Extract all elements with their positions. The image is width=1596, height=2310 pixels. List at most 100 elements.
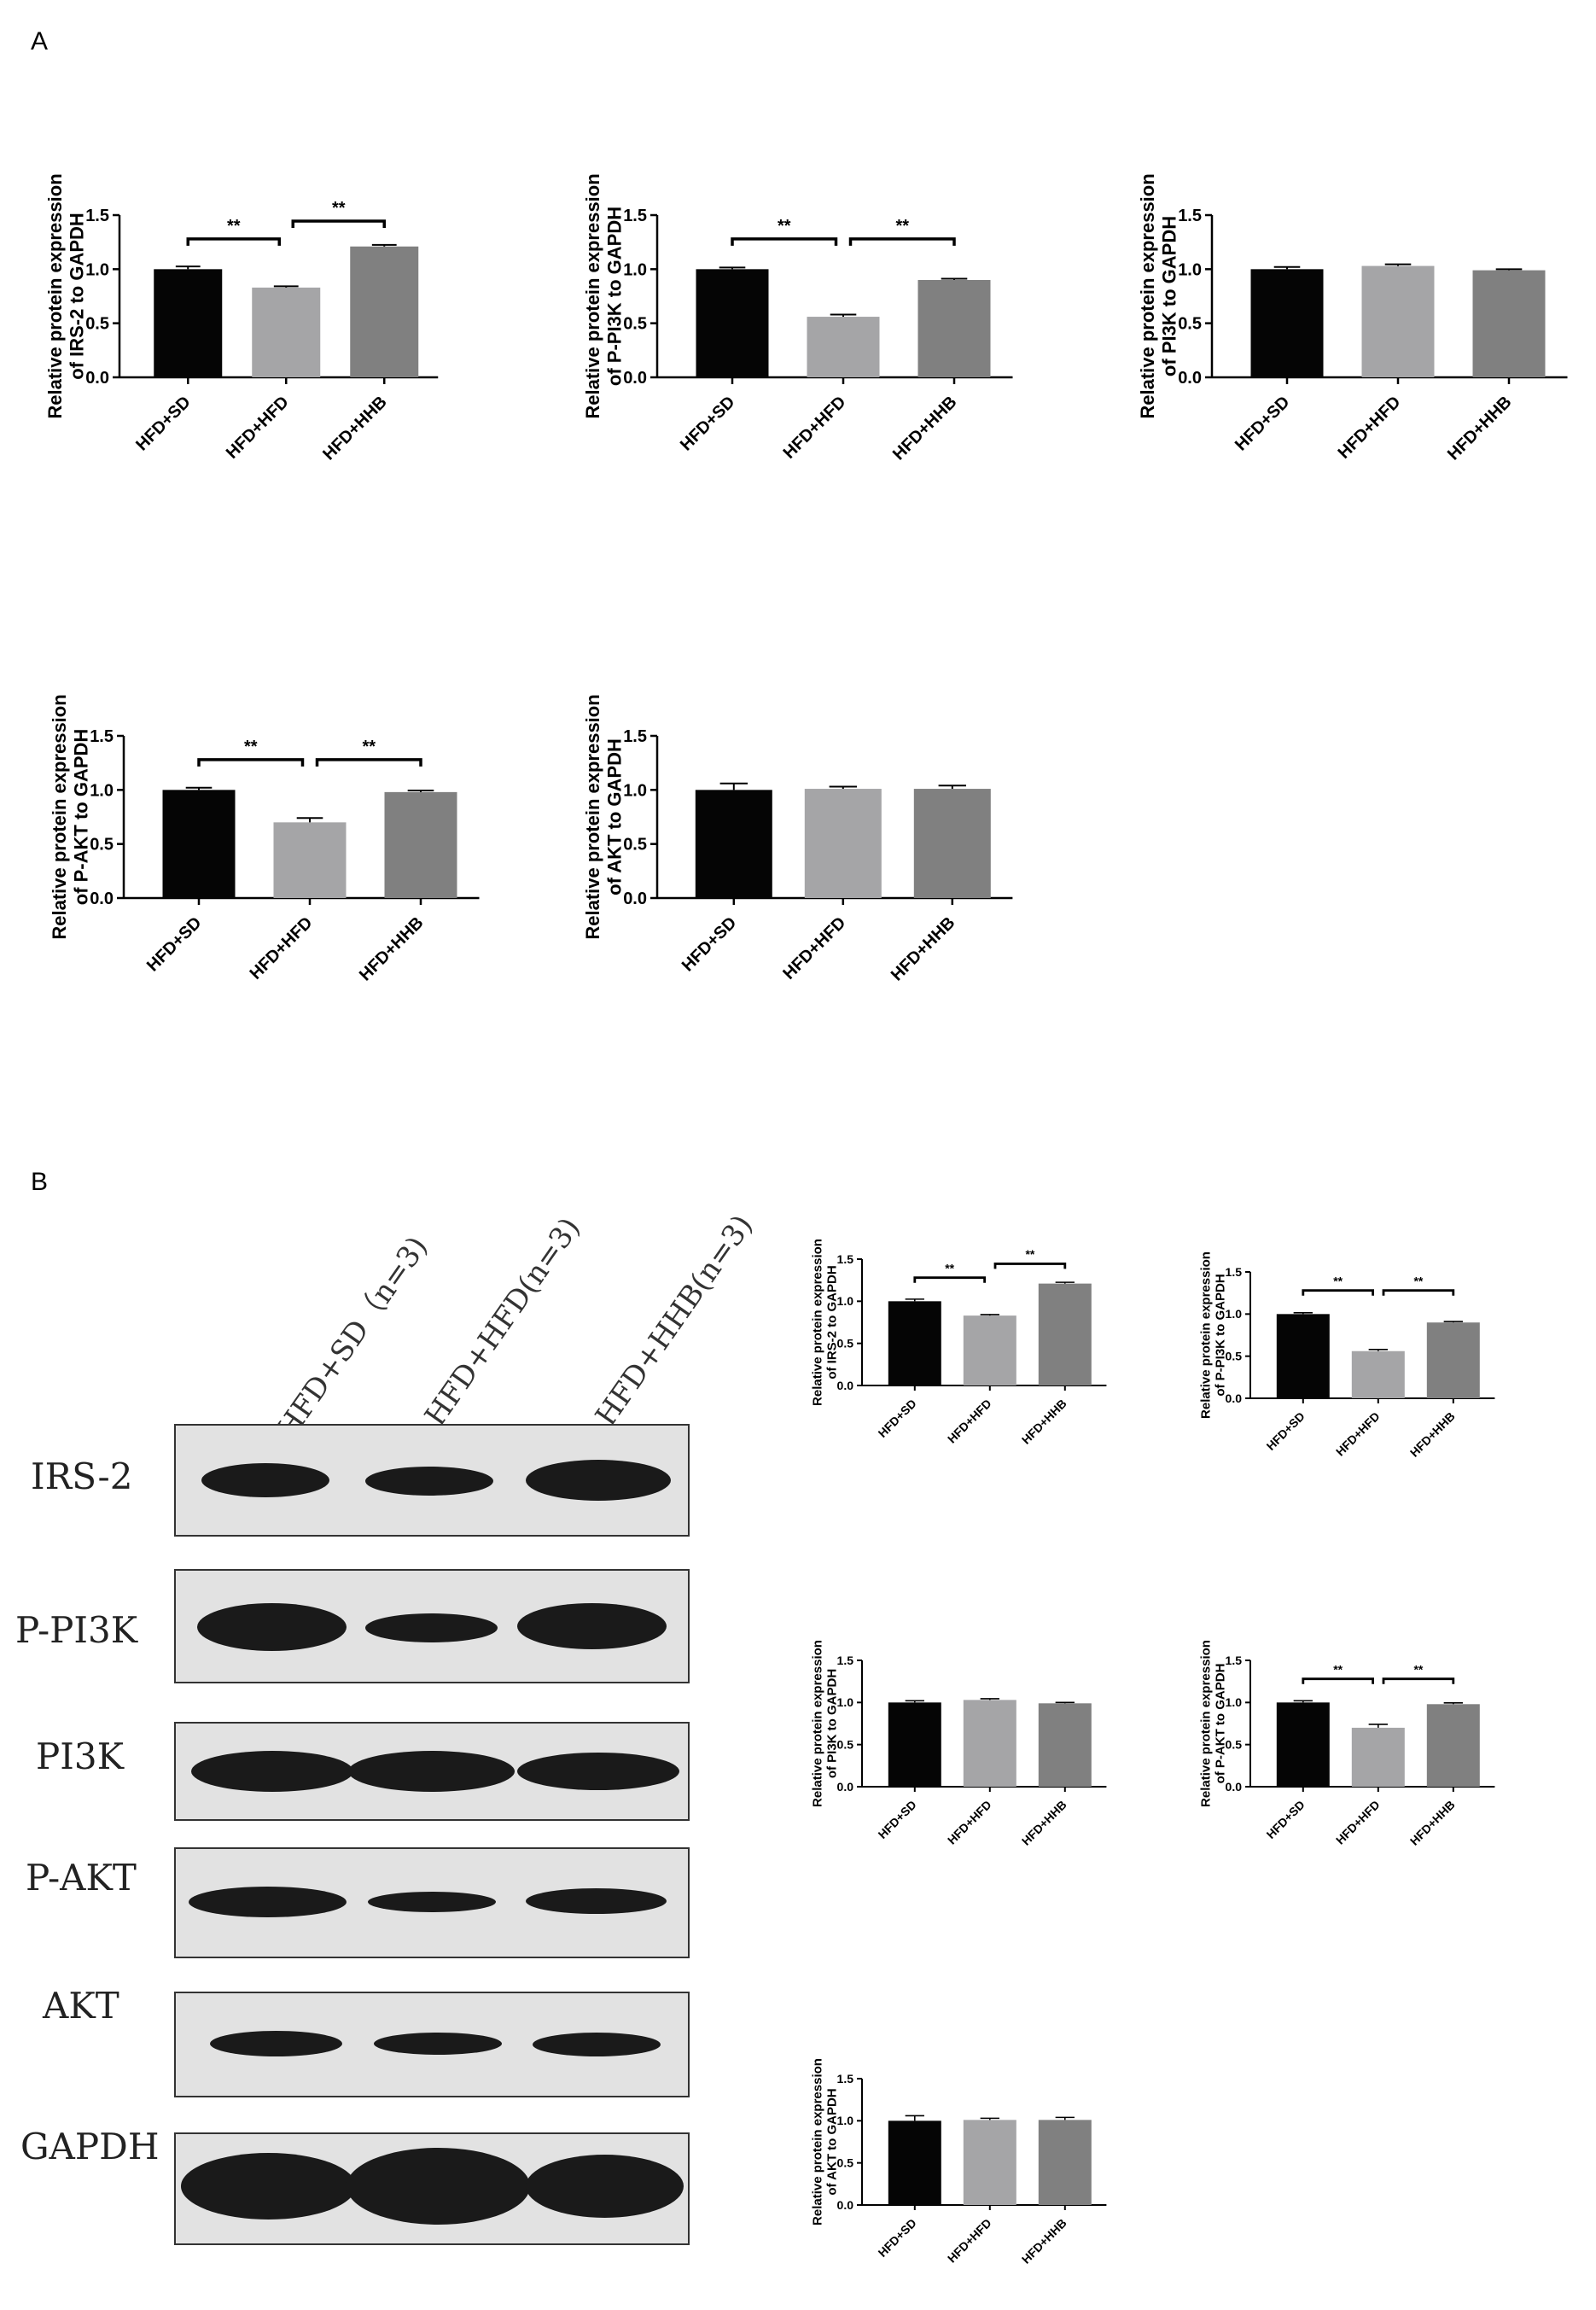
y-axis-label: of PI3K to GAPDH <box>1158 216 1180 376</box>
x-category-label: HFD+HFD <box>247 913 317 983</box>
significance-label: ** <box>227 217 241 236</box>
band <box>365 1613 498 1642</box>
x-category-label: HFD+SD <box>1264 1798 1308 1841</box>
y-tick-label: 0.5 <box>1178 315 1202 334</box>
significance-bracket <box>1302 1677 1374 1684</box>
significance-label: ** <box>895 217 909 236</box>
y-axis-label: Relative protein expression <box>1198 1640 1213 1807</box>
significance-label: ** <box>1333 1274 1343 1287</box>
y-tick-label: 1.0 <box>623 260 647 279</box>
x-category-label: HFD+SD <box>679 913 741 976</box>
chart-akt-panel-a: 0.0 0.5 1.0 1.5 Relative protein expression o… <box>582 694 1013 985</box>
y-axis-label: of IRS-2 to GAPDH <box>66 213 87 380</box>
bar-hfd-sd <box>1276 1702 1330 1787</box>
y-tick-label: 0.5 <box>837 1337 854 1350</box>
blot-strip-irs2 <box>174 1424 690 1537</box>
chart-irs2-panel-b: 0.0 0.5 1.0 1.5 Relative protein expression o… <box>810 1239 1107 1447</box>
y-tick-label: 1.0 <box>837 1294 854 1308</box>
significance-bracket <box>1382 1289 1455 1296</box>
blot-lane-label-sd: HFD+SD（n=3) <box>270 1230 435 1445</box>
significance-bracket <box>1382 1677 1455 1684</box>
y-tick-label: 1.0 <box>85 260 109 279</box>
y-tick-label: 1.0 <box>837 1695 854 1709</box>
bar-hfd-hfd <box>807 317 880 377</box>
x-category-label: HFD+SD <box>132 393 195 455</box>
x-category-label: HFD+HHB <box>889 393 961 464</box>
y-tick-label: 1.5 <box>90 727 114 746</box>
x-category-label: HFD+HFD <box>1333 1798 1383 1847</box>
x-category-label: HFD+SD <box>876 1397 919 1440</box>
y-tick-label: 1.0 <box>837 2114 854 2127</box>
bar-hfd-sd <box>1250 269 1324 377</box>
significance-label: ** <box>1413 1662 1423 1676</box>
x-category-label: HFD+HHB <box>1019 1798 1069 1848</box>
significance-bracket <box>848 237 956 246</box>
chart-p-akt-panel-b: 0.0 0.5 1.0 1.5 Relative protein expression o… <box>1198 1640 1495 1848</box>
significance-label: ** <box>1025 1247 1034 1261</box>
y-axis-label: Relative protein expression <box>810 1239 824 1406</box>
y-axis-label: of P-AKT to GAPDH <box>70 729 91 906</box>
bar-hfd-sd <box>162 790 236 898</box>
y-tick-label: 1.5 <box>85 207 109 225</box>
x-category-label: HFD+SD <box>1232 393 1294 455</box>
x-category-label: HFD+HFD <box>945 2216 994 2266</box>
y-axis-label: Relative protein expression <box>582 173 603 418</box>
significance-label: ** <box>332 199 346 218</box>
y-tick-label: 1.5 <box>837 2072 854 2085</box>
x-category-label: HFD+HFD <box>945 1798 994 1847</box>
bar-hfd-hfd <box>1351 1350 1405 1398</box>
band <box>526 2155 684 2218</box>
panel-label-b: B <box>31 1168 49 1196</box>
blot-strip-p-akt <box>174 1847 690 1958</box>
bar-hfd-hfd <box>804 789 882 898</box>
blot-strip-akt <box>174 1992 690 2097</box>
band <box>365 1467 493 1496</box>
y-tick-label: 0.0 <box>623 890 647 908</box>
bar-hfd-sd <box>888 2120 941 2205</box>
significance-bracket <box>731 237 838 246</box>
y-tick-label: 1.0 <box>1226 1695 1243 1709</box>
y-tick-label: 1.0 <box>1178 260 1202 279</box>
bar-hfd-hhb <box>913 789 991 898</box>
blot-strip-gapdh <box>174 2132 690 2245</box>
significance-bracket <box>1302 1289 1374 1296</box>
blot-lane-label-hhb: HFD+HHB(n=3) <box>589 1208 760 1432</box>
x-category-label: HFD+HHB <box>1019 2216 1069 2266</box>
blot-strip-p-pi3k <box>174 1569 690 1683</box>
y-tick-label: 0.5 <box>1226 1738 1243 1752</box>
band <box>191 1751 353 1792</box>
x-category-label: HFD+HFD <box>780 393 850 463</box>
y-tick-label: 0.0 <box>837 2198 854 2212</box>
y-axis-label: of P-PI3K to GAPDH <box>603 207 625 386</box>
significance-bracket <box>315 758 422 767</box>
bar-hfd-hfd <box>1351 1727 1405 1787</box>
band <box>197 1603 347 1651</box>
y-tick-label: 0.0 <box>1226 1780 1243 1794</box>
x-category-label: HFD+HFD <box>779 913 849 983</box>
significance-bracket <box>291 219 386 228</box>
band <box>533 2033 661 2056</box>
significance-label: ** <box>362 738 376 756</box>
chart-akt-panel-b: 0.0 0.5 1.0 1.5 Relative protein expression o… <box>810 2058 1107 2266</box>
y-tick-label: 0.5 <box>837 2156 854 2170</box>
x-category-label: HFD+HHB <box>356 913 428 985</box>
y-tick-label: 1.5 <box>1178 207 1202 225</box>
bar-hfd-hhb <box>384 791 457 898</box>
chart-pi3k-panel-a: 0.0 0.5 1.0 1.5 Relative protein expression o… <box>1137 173 1568 464</box>
bar-hfd-hhb <box>1426 1322 1480 1398</box>
significance-bracket <box>197 758 305 767</box>
blot-row-label-pi3k: PI3K <box>36 1735 124 1777</box>
significance-label: ** <box>1333 1662 1343 1676</box>
y-tick-label: 1.5 <box>837 1252 854 1266</box>
y-tick-label: 0.0 <box>90 890 114 908</box>
y-tick-label: 1.5 <box>623 727 647 746</box>
blot-row-label-akt: AKT <box>43 1985 119 2027</box>
bar-hfd-sd <box>695 790 772 898</box>
bar-hfd-hhb <box>1038 2120 1092 2205</box>
y-tick-label: 0.0 <box>85 369 109 388</box>
bar-hfd-sd <box>154 269 223 377</box>
y-axis-label: of IRS-2 to GAPDH <box>825 1265 840 1379</box>
y-tick-label: 0.0 <box>1226 1391 1243 1405</box>
bar-hfd-hfd <box>273 822 347 898</box>
x-category-label: HFD+HHB <box>1407 1409 1458 1460</box>
